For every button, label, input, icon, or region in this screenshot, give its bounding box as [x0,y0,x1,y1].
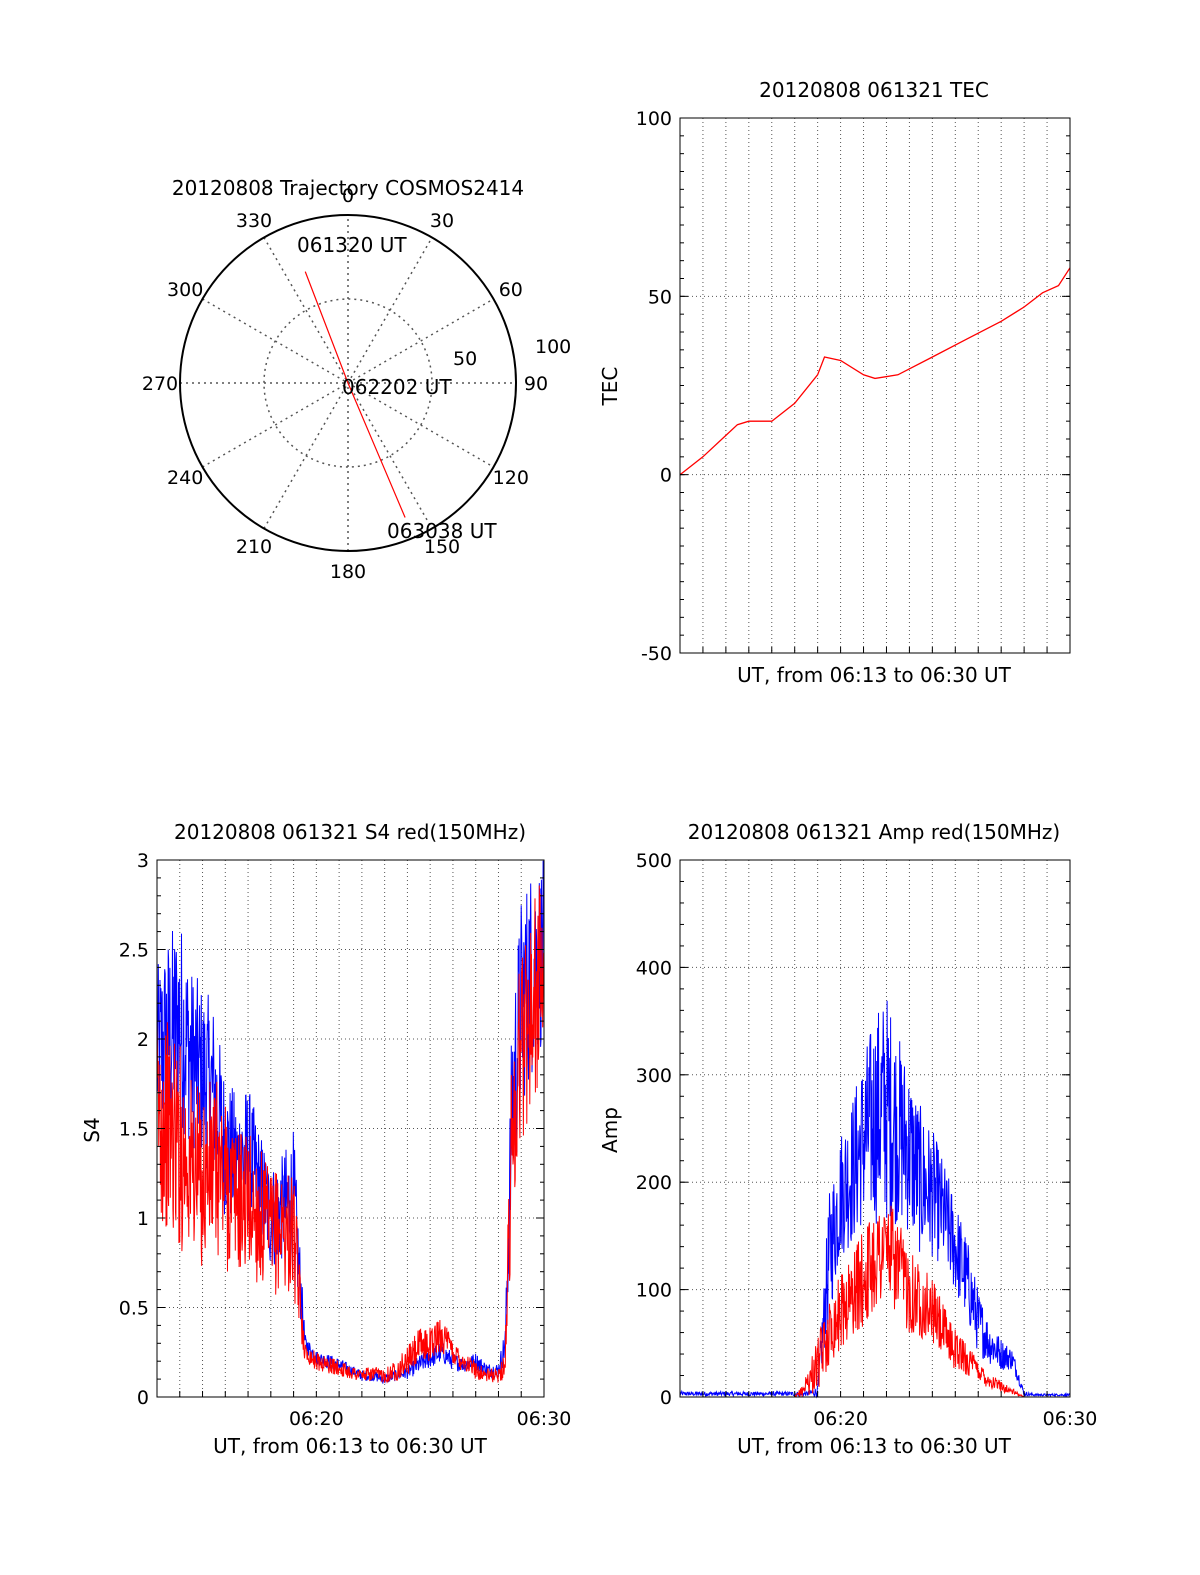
s4-ytick-label: 0.5 [119,1298,149,1320]
tec-series [679,267,1071,476]
s4-xtick-label: 06:20 [289,1408,344,1430]
tec-ytick-label: 100 [636,108,672,130]
polar-track-label-end: 063038 UT [387,519,497,543]
amp-plot-frame [679,859,1071,1398]
s4-xlabel: UT, from 06:13 to 06:30 UT [213,1434,488,1458]
polar-azimuth-label-210: 210 [236,536,272,558]
polar-azimuth-label-0: 0 [342,185,354,207]
tec-series-red [679,267,1071,476]
polar-azimuth-label-150: 150 [424,536,460,558]
amp-ytick-label: 300 [636,1065,672,1087]
s4-ytick-label: 1 [137,1208,149,1230]
s4-ytick-label: 3 [137,850,149,872]
polar-azimuth-label-60: 60 [499,279,523,301]
polar-track-line [304,271,406,518]
tec-ytick-label: 50 [648,286,672,308]
amp-ylabel: Amp [598,1107,622,1153]
polar-azimuth-label-30: 30 [430,210,454,232]
s4-ytick-label: 1.5 [119,1119,149,1141]
amp-series-blue [679,1000,1071,1399]
polar-azimuth-label-120: 120 [493,467,529,489]
tec-ylabel: TEC [598,367,622,407]
amp-xtick-label: 06:30 [1043,1408,1098,1430]
polar-azimuth-label-270: 270 [142,373,178,395]
polar-azimuth-label-330: 330 [236,210,272,232]
amp-ytick-label: 500 [636,850,672,872]
tec-ticks: -50 0 50 100 [636,108,1070,665]
amp-series [679,1000,1071,1399]
tec-xlabel: UT, from 06:13 to 06:30 UT [737,663,1012,687]
amp-ytick-label: 400 [636,957,672,979]
polar-azimuth-label-240: 240 [167,467,203,489]
polar-trajectory-track [304,271,406,518]
polar-track-label-start: 061320 UT [297,233,407,257]
tec-panel: 20120808 061321 TEC -50 0 50 100 TEC UT, fr… [598,78,1071,687]
tec-title: 20120808 061321 TEC [759,78,989,102]
s4-series [156,860,545,1384]
tec-plot-frame [679,117,1071,654]
amp-ticks: 0 100 200 300 400 500 06:20 06:30 [636,850,1098,1430]
polar-azimuth-label-90: 90 [524,373,548,395]
polar-azimuth-labels: 0 30 60 90 120 150 180 210 240 270 300 330 [142,185,548,583]
polar-azimuth-label-300: 300 [167,279,203,301]
amp-ytick-label: 100 [636,1280,672,1302]
polar-radial-label-100: 100 [535,336,571,358]
amp-ytick-label: 200 [636,1172,672,1194]
polar-trajectory-panel: 20120808 Trajectory COSMOS2414 0 30 60 90 12… [142,176,571,583]
amp-xtick-label: 06:20 [813,1408,868,1430]
polar-azimuth-label-180: 180 [330,561,366,583]
polar-track-label-mid: 062202 UT [342,375,452,399]
s4-ytick-label: 2.5 [119,940,149,962]
s4-title: 20120808 061321 S4 red(150MHz) [174,820,526,844]
polar-outer-circle [179,214,517,552]
s4-ytick-label: 2 [137,1029,149,1051]
amp-panel: 20120808 061321 Amp red(150MHz) 0 100 200 3… [598,820,1097,1458]
s4-ytick-label: 0 [137,1387,149,1409]
s4-panel: 20120808 061321 S4 red(150MHz) 0 0.5 1 1.5 2… [80,820,571,1458]
tec-ytick-label: 0 [660,465,672,487]
amp-ytick-label: 0 [660,1387,672,1409]
amp-xlabel: UT, from 06:13 to 06:30 UT [737,1434,1012,1458]
s4-ylabel: S4 [80,1117,104,1142]
s4-xtick-label: 06:30 [517,1408,572,1430]
polar-radial-label-50: 50 [453,348,477,370]
s4-series-red [156,885,545,1384]
s4-ticks: 0 0.5 1 1.5 2 2.5 3 06:20 06:30 [119,850,572,1430]
amp-title: 20120808 061321 Amp red(150MHz) [688,820,1060,844]
tec-grid [680,118,1070,653]
polar-title: 20120808 Trajectory COSMOS2414 [172,176,524,200]
tec-ytick-label: -50 [641,643,672,665]
